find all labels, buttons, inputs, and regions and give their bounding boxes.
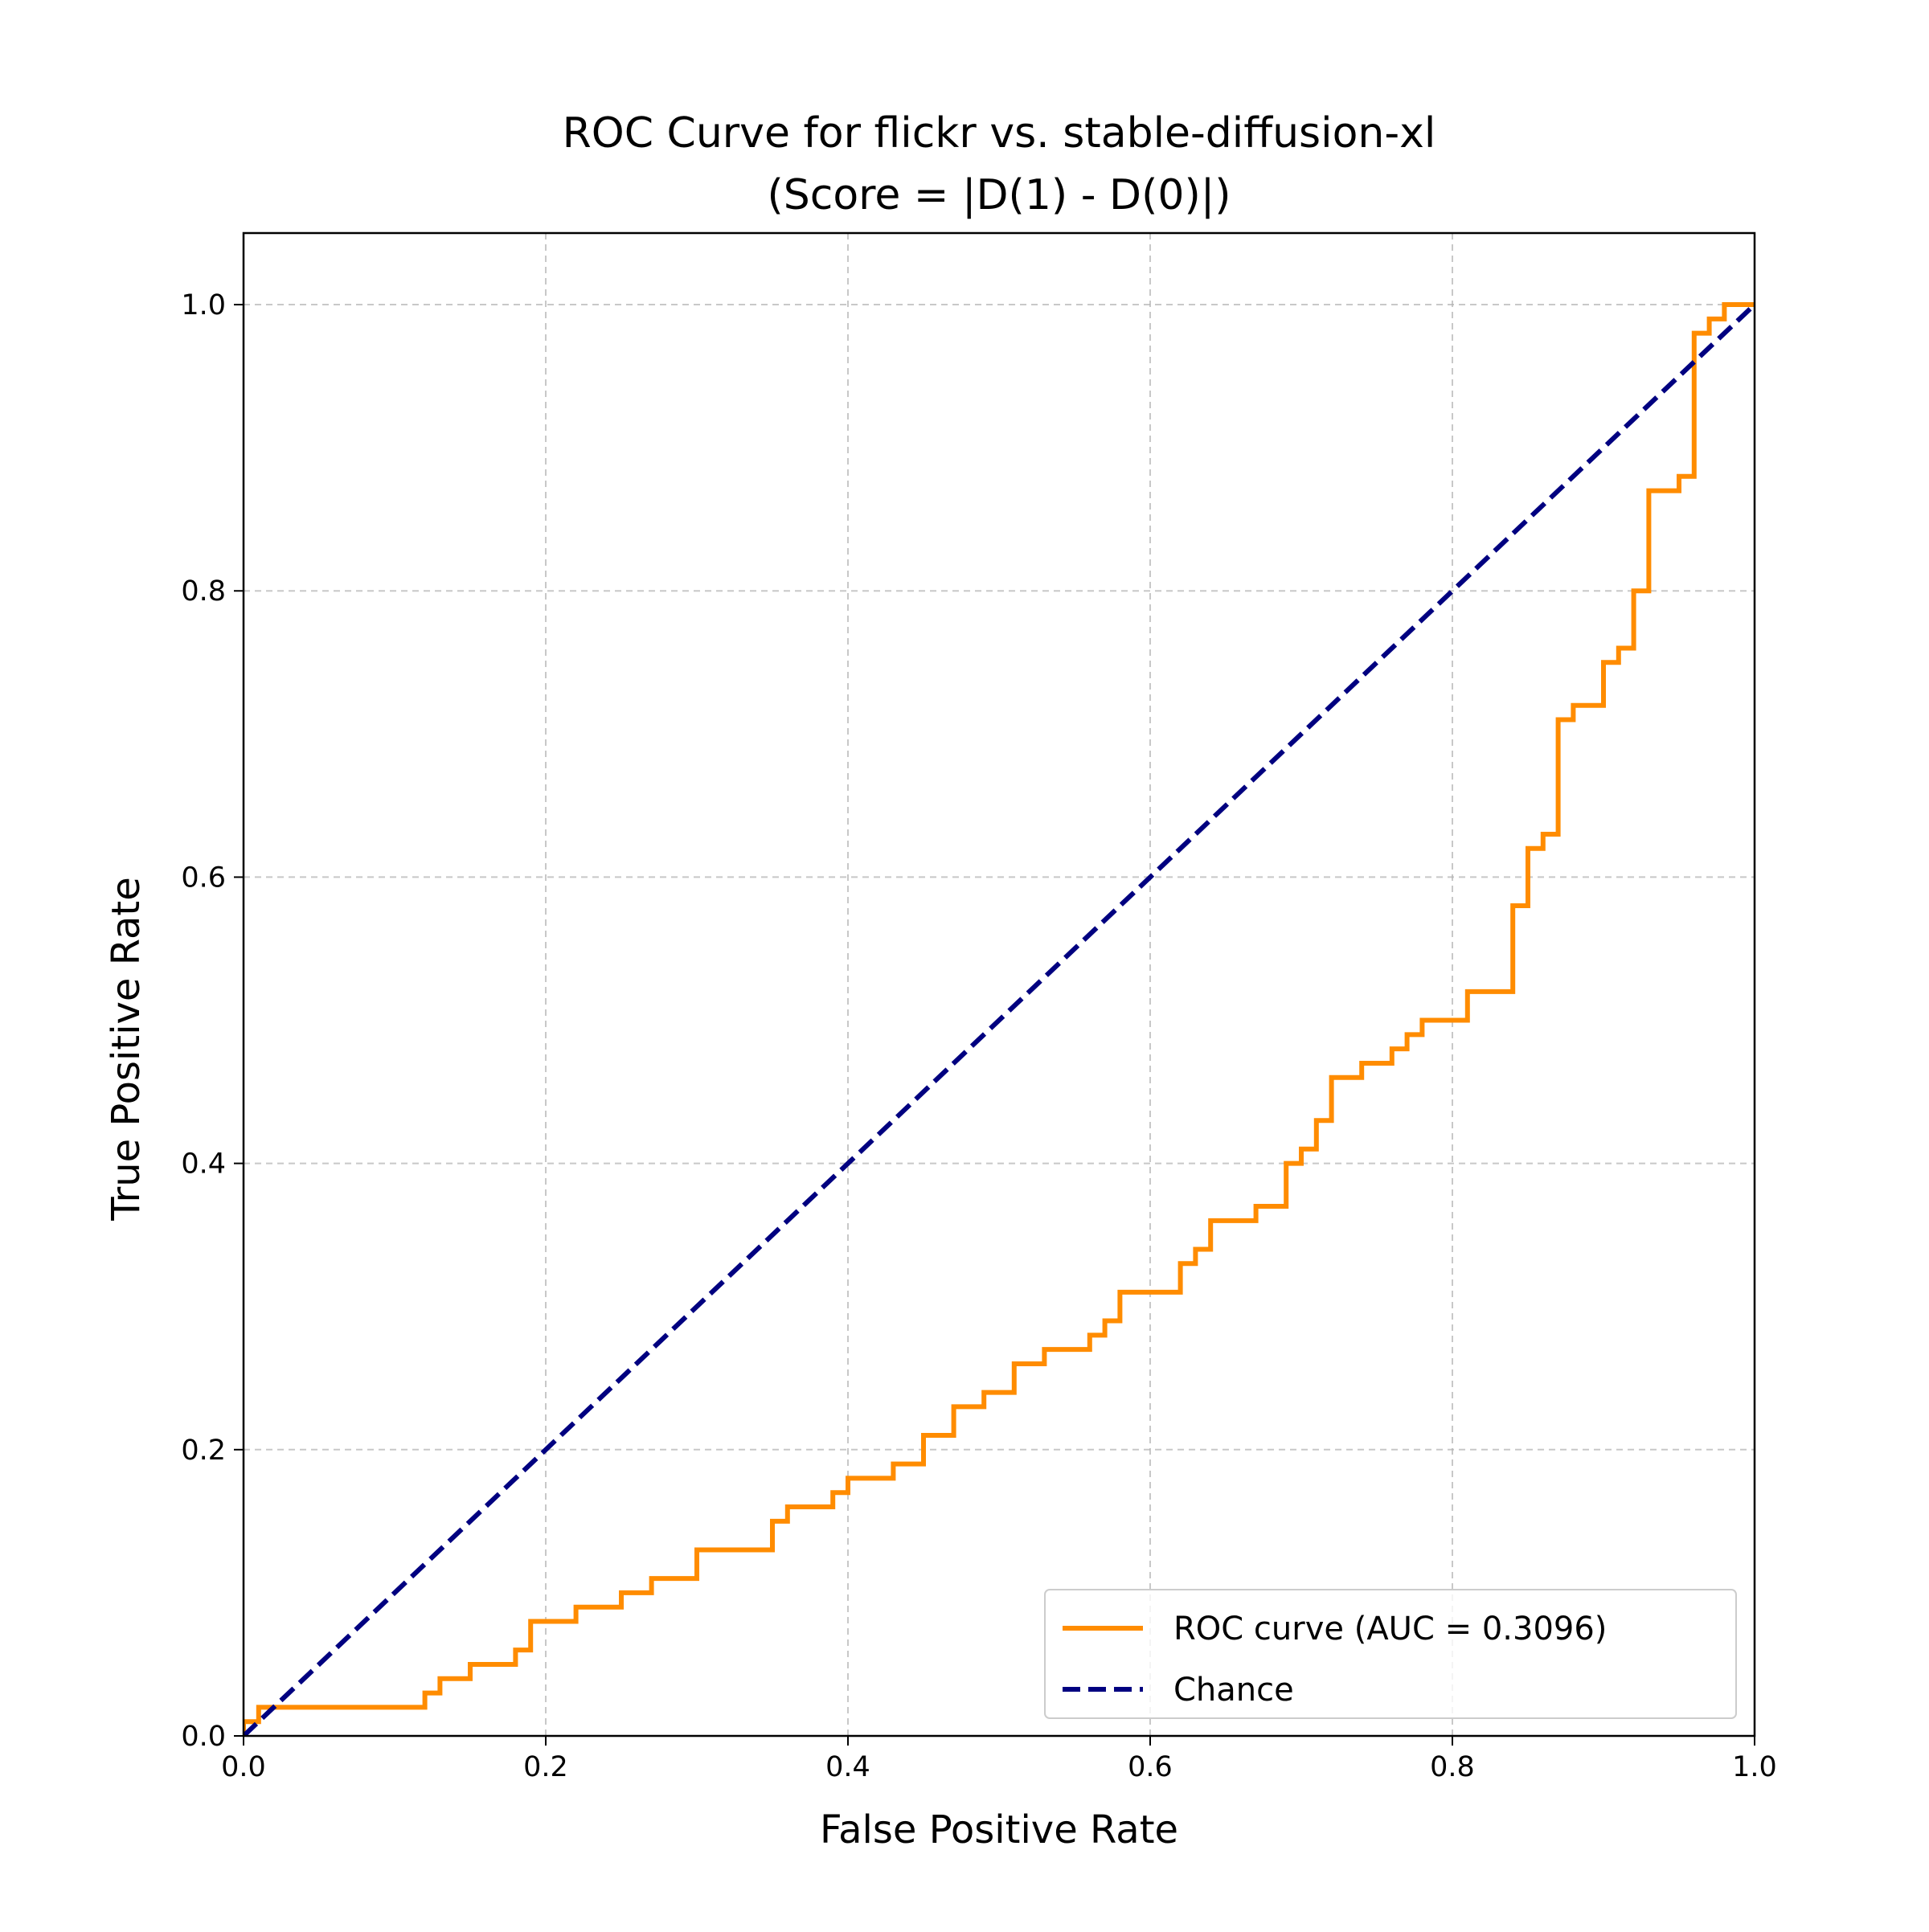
y-tick-label-0: 0.0 — [181, 1721, 226, 1753]
y-tick-label-1: 0.2 — [181, 1435, 226, 1467]
x-tick-label-5: 1.0 — [1732, 1751, 1777, 1783]
x-tick-label-1: 0.2 — [523, 1751, 568, 1783]
x-axis-label: False Positive Rate — [820, 1807, 1178, 1852]
chart-title-line-2: (Score = |D(1) - D(0)|) — [767, 171, 1231, 219]
series-layer — [244, 302, 1755, 1736]
x-tick-label-2: 0.4 — [825, 1751, 870, 1783]
y-tick-label-3: 0.6 — [181, 862, 226, 894]
x-tick-label-0: 0.0 — [221, 1751, 266, 1783]
legend-label-chance: Chance — [1173, 1672, 1294, 1709]
chart-title-line-1: ROC Curve for flickr vs. stable-diffusio… — [563, 109, 1436, 158]
y-tick-label-2: 0.4 — [181, 1148, 226, 1181]
legend-box — [1044, 1589, 1737, 1719]
y-axis-label: True Positive Rate — [104, 877, 149, 1222]
x-tick-label-3: 0.6 — [1128, 1751, 1173, 1783]
legend: ROC curve (AUC = 0.3096) Chance — [1044, 1589, 1737, 1719]
roc-curve-line — [244, 302, 1755, 1736]
y-tick-label-4: 0.8 — [181, 575, 226, 608]
tick-layer: 0.0 0.2 0.4 0.6 0.8 1.0 0.0 0.2 0.4 0.6 0.8 1.0 — [181, 289, 1777, 1783]
y-tick-label-5: 1.0 — [181, 289, 226, 321]
chance-line — [244, 302, 1755, 1736]
x-tick-label-4: 0.8 — [1430, 1751, 1475, 1783]
legend-label-roc: ROC curve (AUC = 0.3096) — [1173, 1611, 1607, 1648]
plot-frame — [242, 231, 1756, 1738]
